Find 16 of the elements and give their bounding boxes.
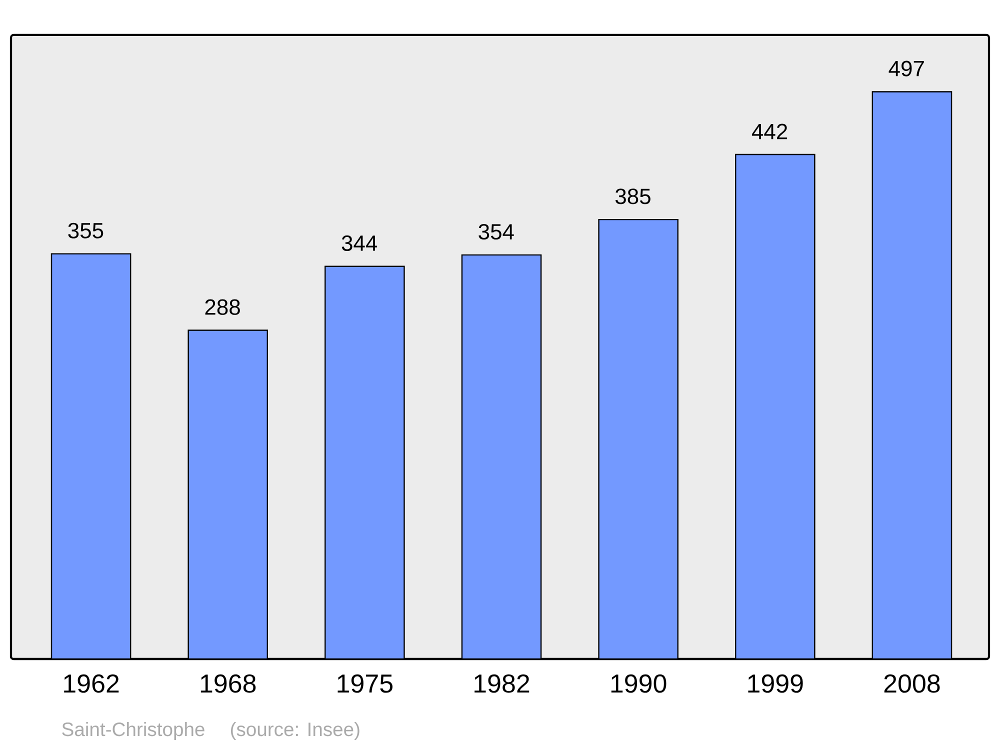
data-label: 344 [342,235,378,251]
data-label: 288 [205,299,240,315]
x-tick-label: 2008 [884,674,940,693]
data-label: 355 [68,222,104,238]
data-label: 354 [478,224,514,240]
x-tick-label: 1990 [611,674,666,693]
x-tick-label: 1962 [64,674,119,693]
x-tick-label: 1999 [748,674,803,693]
data-label: 442 [752,124,788,140]
x-tick-label: 1968 [200,674,256,693]
text: (source: Insee) [230,722,360,740]
x-tick-label: 1982 [474,674,530,693]
data-label: 385 [615,188,650,204]
data-label: 497 [888,60,924,76]
text: Saint-Christophe [62,722,204,740]
x-tick-label: 1975 [338,674,392,693]
